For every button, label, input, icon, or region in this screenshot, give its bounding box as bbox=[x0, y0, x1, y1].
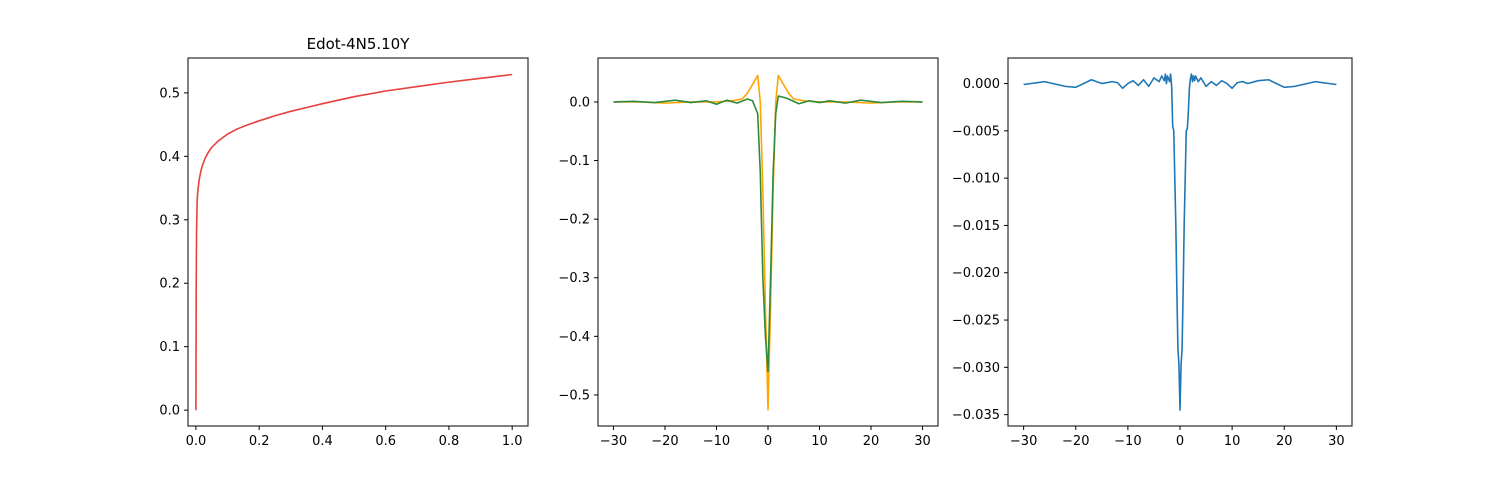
x-tick-label: −30 bbox=[600, 434, 627, 449]
axes-frame bbox=[187, 57, 529, 427]
y-tick-label: −0.025 bbox=[952, 314, 1000, 329]
x-tick-label: 20 bbox=[1276, 434, 1293, 449]
x-tick-label: 0 bbox=[764, 434, 772, 449]
series-line-1 bbox=[195, 73, 513, 411]
y-tick-label: −0.005 bbox=[952, 124, 1000, 139]
y-tick-label: 0.0 bbox=[159, 404, 180, 419]
x-tick-label: 1.0 bbox=[502, 434, 523, 449]
y-tick-label: −0.5 bbox=[558, 388, 590, 403]
x-tick-label: 0.2 bbox=[249, 434, 270, 449]
x-tick-label: 20 bbox=[863, 434, 880, 449]
y-tick-label: 0.000 bbox=[963, 77, 1000, 92]
y-tick-label: −0.035 bbox=[952, 408, 1000, 423]
x-tick-label: −20 bbox=[651, 434, 678, 449]
y-tick-label: −0.3 bbox=[558, 271, 590, 286]
y-tick-label: −0.010 bbox=[952, 172, 1000, 187]
plot-difference-dip: −30 −20 −10 0 10 20 30 0.000 −0.005 −0.010 −0.015 −… bbox=[952, 57, 1353, 449]
x-tick-label: −30 bbox=[1010, 434, 1037, 449]
x-tick-label: −20 bbox=[1062, 434, 1089, 449]
x-tick-label: 0.4 bbox=[312, 434, 333, 449]
x-tick-label: −10 bbox=[703, 434, 730, 449]
x-tick-label: 0.0 bbox=[186, 434, 207, 449]
x-tick-label: 30 bbox=[914, 434, 931, 449]
x-tick-label: 30 bbox=[1328, 434, 1345, 449]
series-line-2 bbox=[613, 95, 923, 373]
y-tick-label: −0.4 bbox=[558, 330, 590, 345]
x-tick-label: −10 bbox=[1114, 434, 1141, 449]
y-tick-label: 0.5 bbox=[159, 86, 180, 101]
plot-edot-curve: 0.0 0.2 0.4 0.6 0.8 1.0 0.0 0.1 0.2 0.3 0.4 0.5 Edot… bbox=[159, 35, 529, 449]
series-line-1 bbox=[1023, 73, 1337, 411]
x-tick-label: 0.8 bbox=[439, 434, 460, 449]
chart-title: Edot-4N5.10Y bbox=[307, 35, 411, 53]
y-tick-label: 0.0 bbox=[569, 95, 590, 110]
y-tick-label: 0.3 bbox=[159, 213, 180, 228]
x-tick-label: 10 bbox=[811, 434, 828, 449]
y-tick-label: −0.015 bbox=[952, 219, 1000, 234]
y-tick-label: 0.1 bbox=[159, 340, 180, 355]
y-tick-label: −0.1 bbox=[558, 154, 590, 169]
y-tick-label: −0.020 bbox=[952, 266, 1000, 281]
x-tick-label: 10 bbox=[1224, 434, 1241, 449]
y-tick-label: 0.4 bbox=[159, 150, 180, 165]
plot-dual-dip: −30 −20 −10 0 10 20 30 0.0 −0.1 −0.2 −0.3 −0.4 −0.5 bbox=[558, 57, 939, 449]
x-tick-label: 0.6 bbox=[375, 434, 396, 449]
y-tick-label: 0.2 bbox=[159, 277, 180, 292]
y-tick-label: −0.030 bbox=[952, 361, 1000, 376]
y-tick-label: −0.2 bbox=[558, 213, 590, 228]
x-tick-label: 0 bbox=[1176, 434, 1184, 449]
